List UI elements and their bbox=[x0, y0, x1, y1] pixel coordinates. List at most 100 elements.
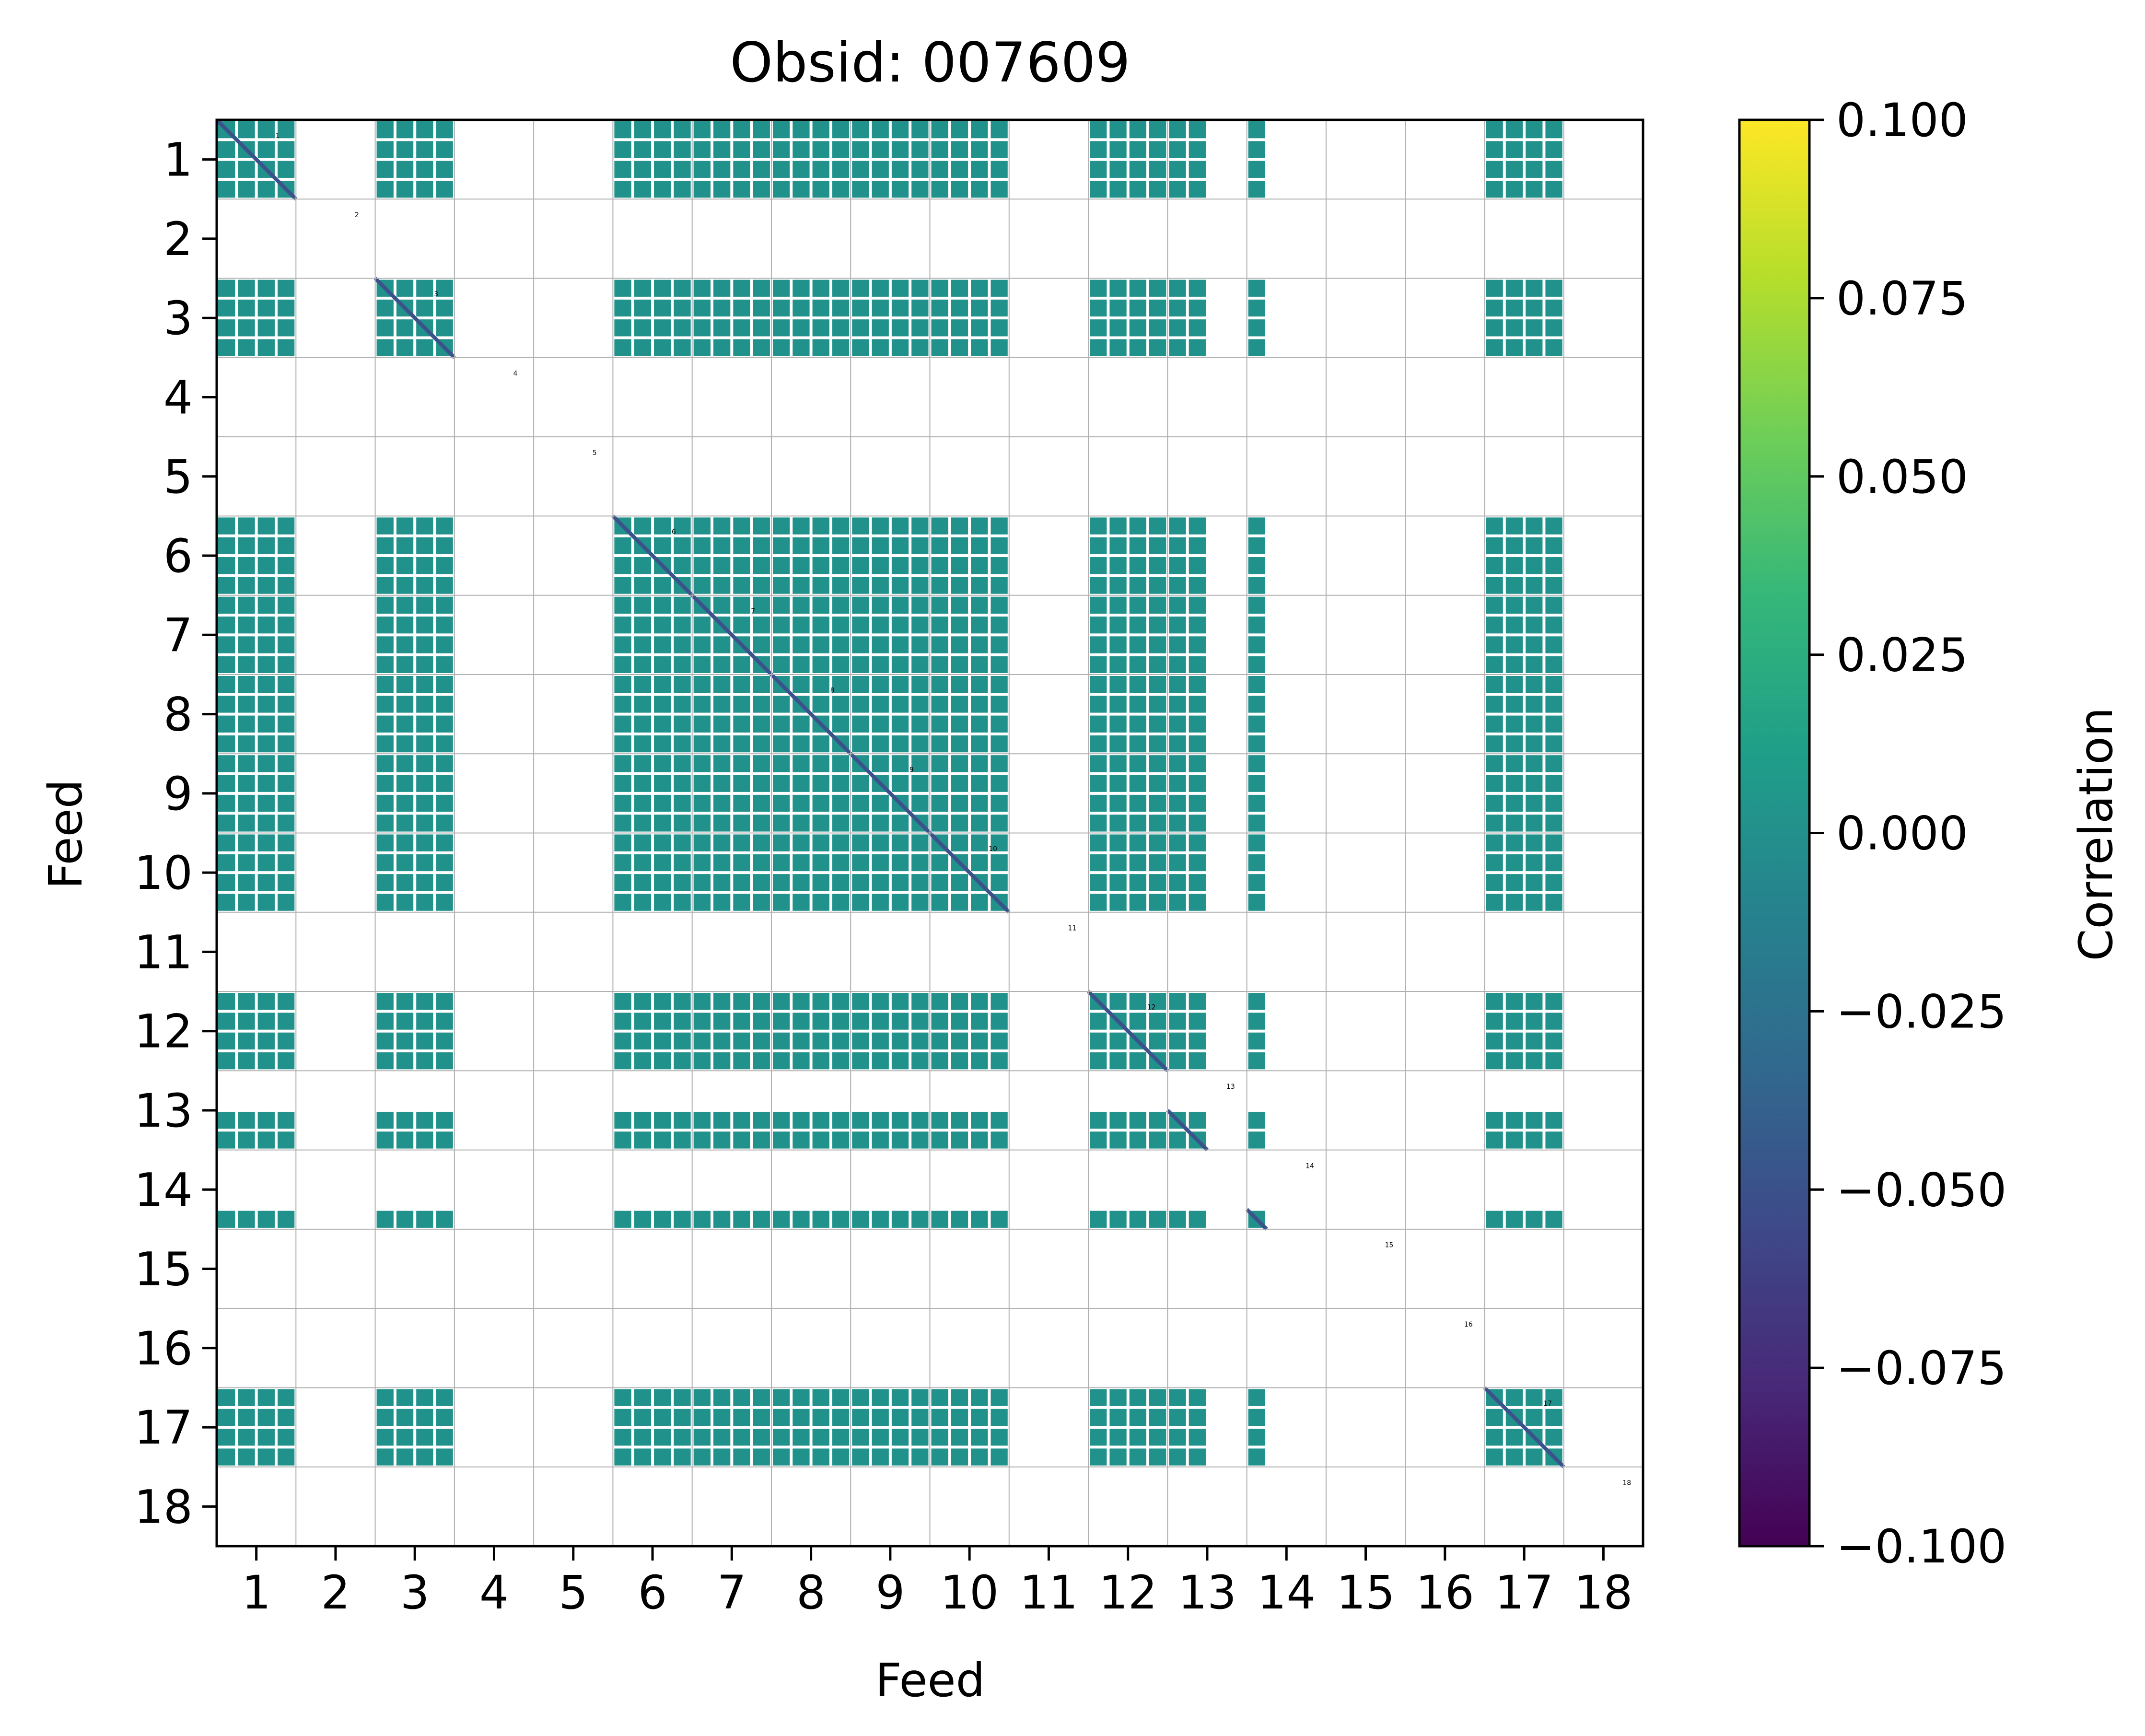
heatmap-cell bbox=[654, 577, 671, 594]
heatmap-cell bbox=[1149, 794, 1166, 812]
heatmap-cell bbox=[218, 1448, 235, 1466]
heatmap-cell bbox=[436, 1448, 453, 1466]
heatmap-cell bbox=[654, 874, 671, 891]
heatmap-cell bbox=[396, 557, 414, 574]
heatmap-cell bbox=[812, 161, 829, 178]
heatmap-cell bbox=[793, 180, 810, 198]
heatmap-cell bbox=[238, 755, 255, 772]
heatmap-cell bbox=[376, 834, 394, 851]
heatmap-cell bbox=[733, 676, 750, 693]
heatmap-cell bbox=[772, 735, 790, 753]
heatmap-cell bbox=[1149, 577, 1166, 594]
heatmap-cell bbox=[911, 339, 929, 356]
heatmap-cell bbox=[991, 1389, 1008, 1406]
heatmap-cell bbox=[1486, 299, 1503, 317]
y-tick-label: 6 bbox=[163, 529, 193, 583]
heatmap-cell bbox=[772, 319, 790, 337]
heatmap-cell bbox=[1109, 319, 1127, 337]
heatmap-cell bbox=[238, 1448, 255, 1466]
heatmap-cell bbox=[1505, 1013, 1523, 1030]
heatmap-cell bbox=[257, 280, 275, 297]
heatmap-cell bbox=[436, 636, 453, 653]
heatmap-cell bbox=[1169, 874, 1186, 891]
heatmap-cell bbox=[911, 1052, 929, 1070]
heatmap-cell bbox=[218, 696, 235, 713]
heatmap-cell bbox=[852, 735, 869, 753]
heatmap-cell bbox=[852, 299, 869, 317]
heatmap-cell bbox=[793, 1429, 810, 1446]
heatmap-cell bbox=[753, 755, 770, 772]
heatmap-cell bbox=[991, 141, 1008, 158]
heatmap-cell bbox=[713, 1111, 731, 1129]
heatmap-cell bbox=[416, 696, 433, 713]
heatmap-cell bbox=[733, 1389, 750, 1406]
heatmap-cell bbox=[1486, 656, 1503, 673]
heatmap-cell bbox=[1109, 339, 1127, 356]
heatmap-cell bbox=[436, 180, 453, 198]
heatmap-cell bbox=[257, 854, 275, 872]
heatmap-cell bbox=[852, 1389, 869, 1406]
heatmap-cell bbox=[1109, 596, 1127, 614]
heatmap-cell bbox=[416, 517, 433, 535]
x-tick-label: 9 bbox=[875, 1566, 905, 1619]
heatmap-cell bbox=[911, 854, 929, 872]
heatmap-cell bbox=[713, 161, 731, 178]
heatmap-cell bbox=[693, 775, 711, 792]
heatmap-cell bbox=[396, 1032, 414, 1050]
heatmap-cell bbox=[1090, 854, 1107, 872]
heatmap-cell bbox=[793, 557, 810, 574]
heatmap-cell bbox=[911, 656, 929, 673]
heatmap-cell bbox=[1505, 557, 1523, 574]
heatmap-cell bbox=[931, 577, 948, 594]
heatmap-cell bbox=[277, 794, 295, 812]
heatmap-cell bbox=[1169, 775, 1186, 792]
heatmap-cell bbox=[1149, 735, 1166, 753]
heatmap-cell bbox=[772, 1211, 790, 1228]
heatmap-cell bbox=[713, 775, 731, 792]
heatmap-cell bbox=[277, 1448, 295, 1466]
heatmap-cell bbox=[1090, 676, 1107, 693]
heatmap-cell bbox=[1109, 636, 1127, 653]
heatmap-cell bbox=[693, 676, 711, 693]
heatmap-cell bbox=[891, 1211, 909, 1228]
diagonal-label: 18 bbox=[1622, 1479, 1631, 1487]
heatmap-cell bbox=[1545, 636, 1562, 653]
heatmap-cell bbox=[1505, 517, 1523, 535]
heatmap-cell bbox=[218, 1429, 235, 1446]
heatmap-cell bbox=[991, 815, 1008, 832]
heatmap-cell bbox=[1129, 596, 1147, 614]
heatmap-cell bbox=[396, 161, 414, 178]
heatmap-cell bbox=[951, 894, 968, 911]
heatmap-cell bbox=[1129, 1448, 1147, 1466]
heatmap-cell bbox=[634, 636, 652, 653]
heatmap-cell bbox=[911, 299, 929, 317]
heatmap-cell bbox=[772, 1111, 790, 1129]
heatmap-cell bbox=[772, 993, 790, 1010]
colorbar-tick-label: 0.075 bbox=[1836, 272, 1968, 326]
heatmap-cell bbox=[654, 596, 671, 614]
heatmap-cell bbox=[812, 141, 829, 158]
heatmap-cell bbox=[1109, 1429, 1127, 1446]
heatmap-cell bbox=[1090, 280, 1107, 297]
heatmap-cell bbox=[654, 1211, 671, 1228]
heatmap-cell bbox=[1248, 1429, 1265, 1446]
heatmap-cell bbox=[693, 794, 711, 812]
heatmap-cell bbox=[436, 1131, 453, 1149]
heatmap-cell bbox=[674, 280, 691, 297]
heatmap-cell bbox=[812, 1111, 829, 1129]
heatmap-cell bbox=[872, 339, 889, 356]
heatmap-cell bbox=[951, 299, 968, 317]
heatmap-cell bbox=[436, 161, 453, 178]
heatmap-cell bbox=[1169, 557, 1186, 574]
heatmap-cell bbox=[1149, 676, 1166, 693]
diagonal-label: 10 bbox=[989, 845, 997, 853]
heatmap-cell bbox=[396, 1429, 414, 1446]
heatmap-cell bbox=[971, 121, 988, 139]
heatmap-cell bbox=[1248, 874, 1265, 891]
heatmap-cell bbox=[1248, 161, 1265, 178]
heatmap-cell bbox=[951, 1429, 968, 1446]
heatmap-cell bbox=[1526, 735, 1543, 753]
heatmap-cell bbox=[832, 1131, 850, 1149]
heatmap-cell bbox=[1248, 299, 1265, 317]
heatmap-cell bbox=[991, 874, 1008, 891]
